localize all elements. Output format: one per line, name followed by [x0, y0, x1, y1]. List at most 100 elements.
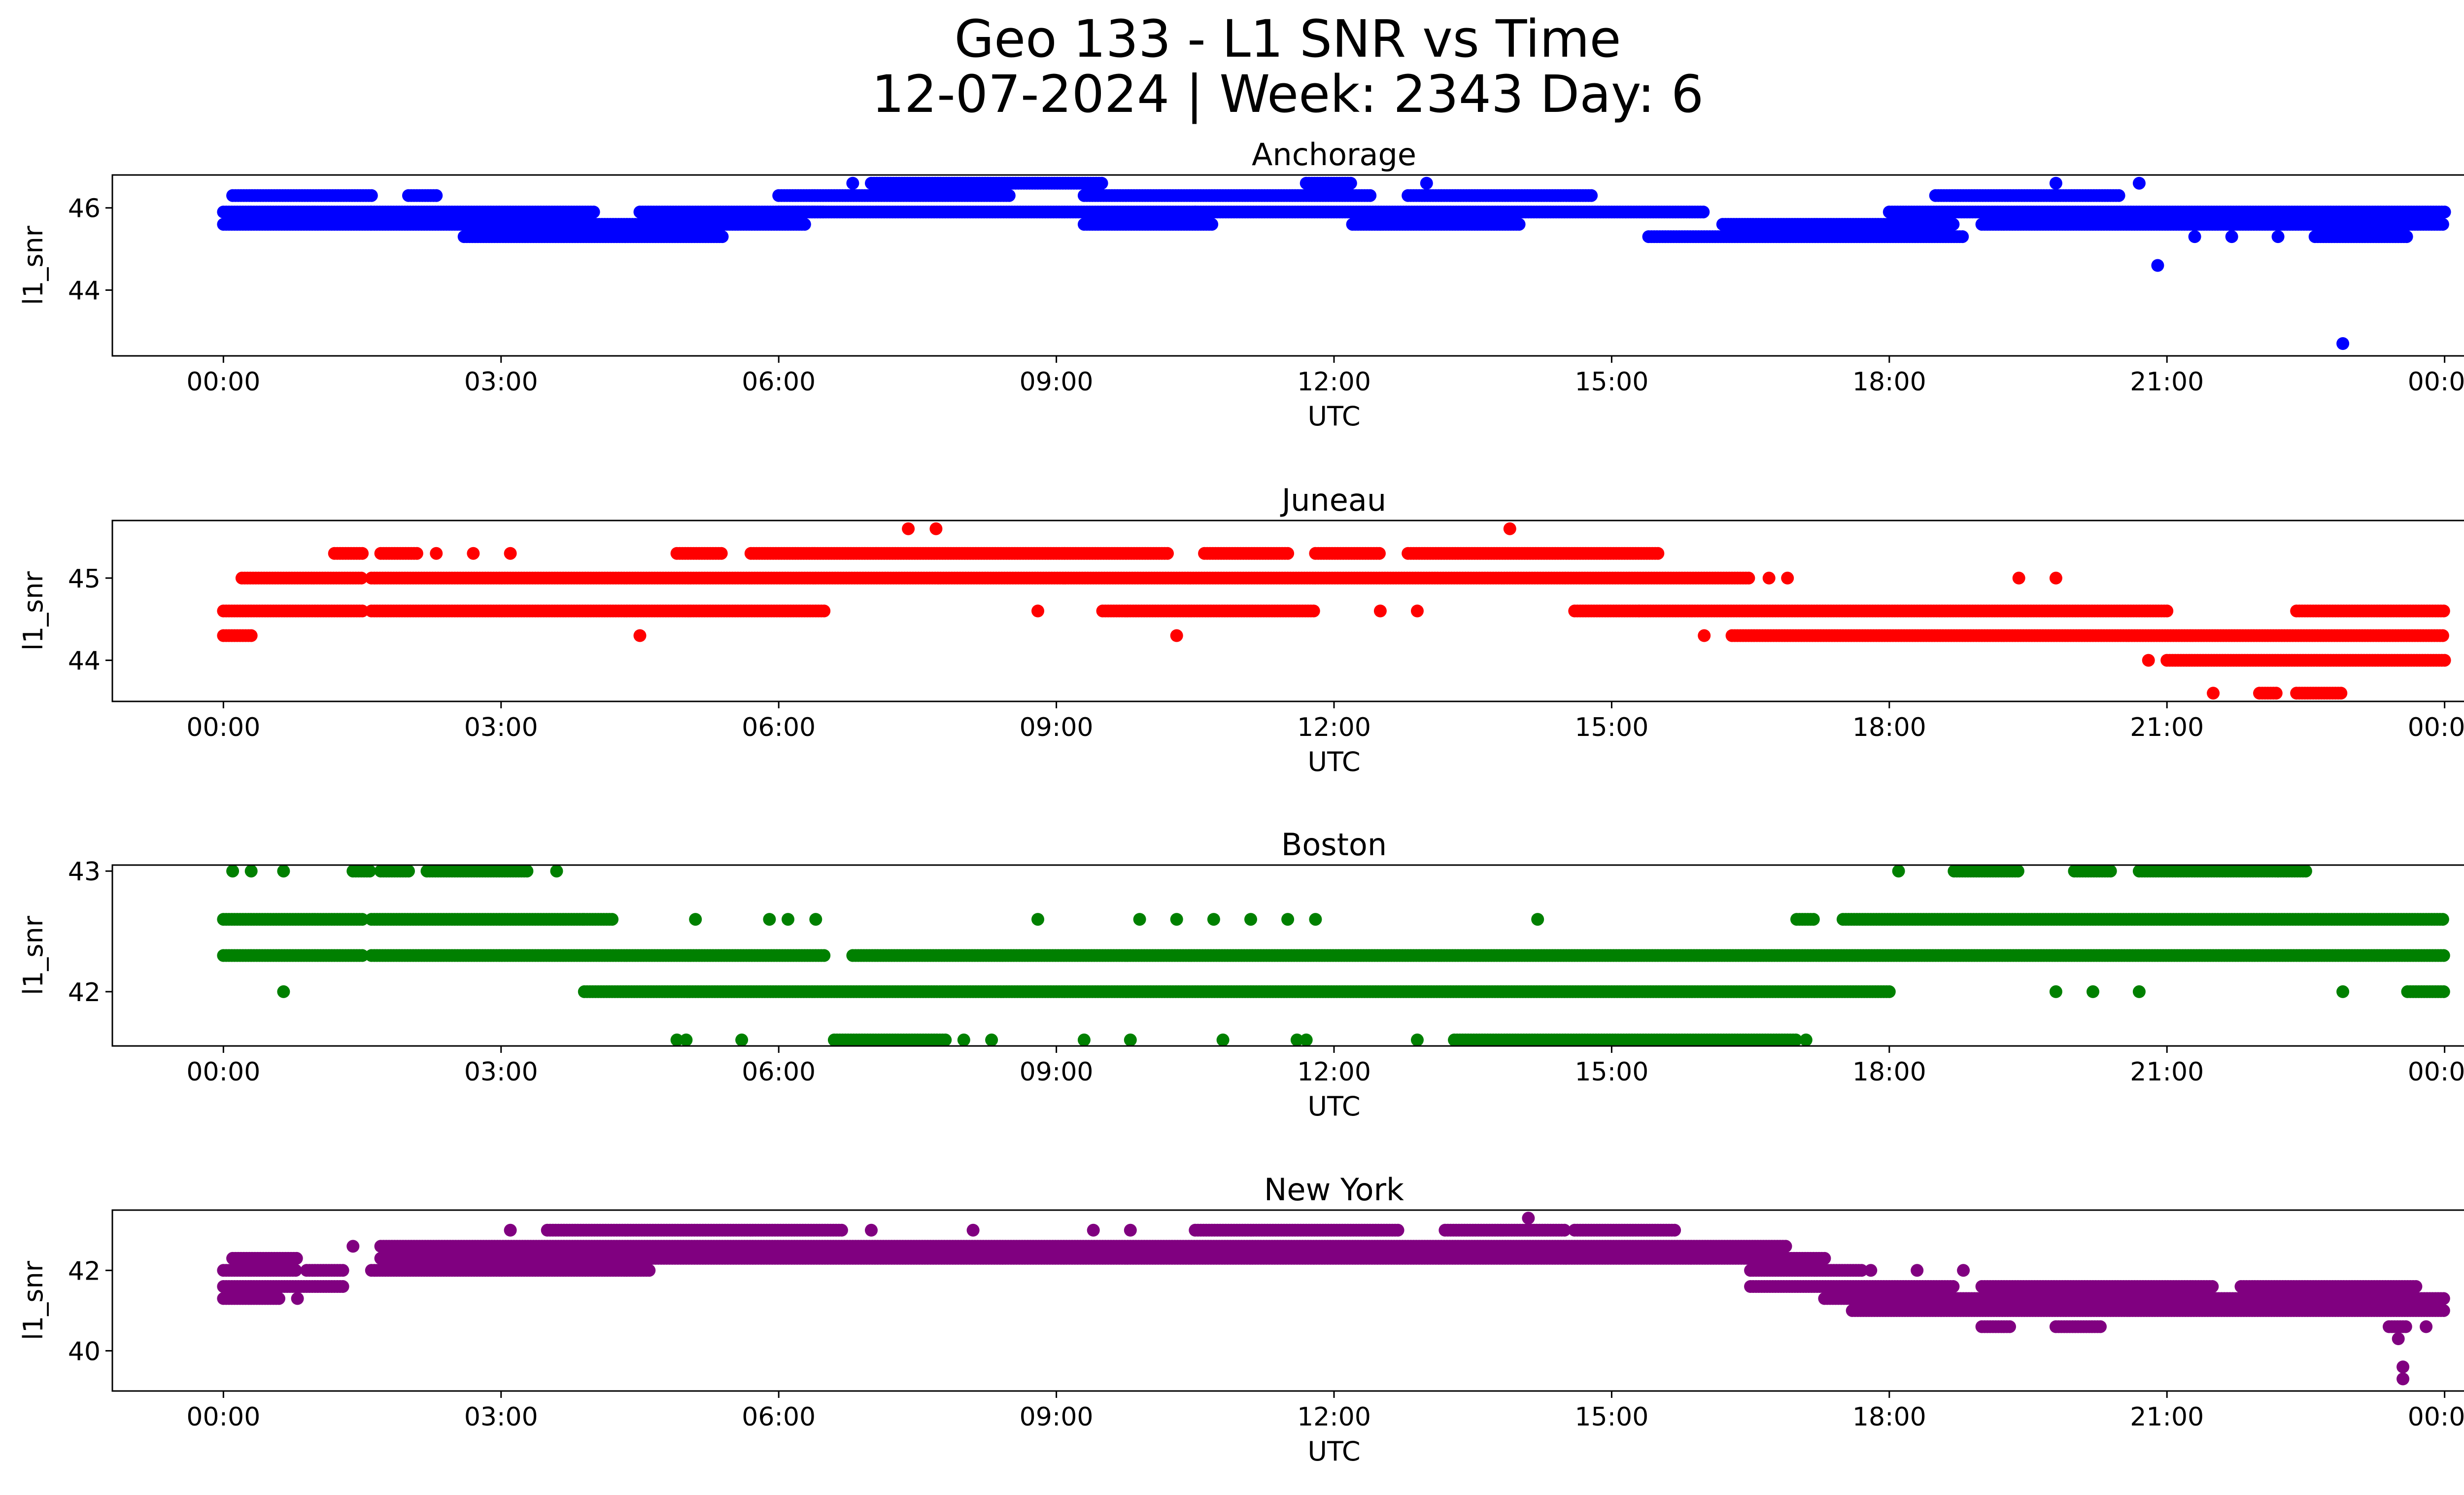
- x-tick-label-juneau-6: 18:00: [1852, 713, 1926, 742]
- point-anchorage-outlier-5: [2336, 337, 2350, 350]
- y-tick-label-anchorage-1: 46: [68, 194, 101, 224]
- point-anchorage-l1-s1: [587, 206, 600, 219]
- x-tick-label-anchorage-8: 00:00: [2408, 367, 2464, 397]
- series-juneau: [217, 522, 2451, 700]
- point-boston-l0-s3: [2011, 865, 2024, 878]
- point-boston-l0-s0: [363, 865, 376, 878]
- point-juneau-outlier-14: [2207, 687, 2220, 700]
- point-boston-l2-s0: [356, 949, 369, 962]
- point-juneau-outlier-7: [1411, 604, 1424, 618]
- point-anchorage-outlier-8: [2225, 230, 2238, 243]
- x-tick-label-juneau-4: 12:00: [1297, 713, 1371, 742]
- x-tick-label-juneau-3: 09:00: [1020, 713, 1094, 742]
- figure-title-line1: Geo 133 - L1 SNR vs Time: [954, 9, 1621, 69]
- y-axis-label-anchorage: l1_snr: [18, 225, 49, 305]
- point-juneau-l3-s1: [2436, 629, 2449, 642]
- point-boston-l1-s3: [1807, 913, 1820, 926]
- y-tick-label-anchorage-0: 44: [68, 277, 101, 306]
- point-anchorage-l0-s1: [430, 189, 443, 202]
- point-juneau-outlier-9: [1781, 571, 1794, 585]
- x-tick-label-anchorage-4: 12:00: [1297, 367, 1371, 397]
- x-tick-label-anchorage-0: 00:00: [186, 367, 260, 397]
- point-juneau-outlier-10: [2012, 571, 2025, 585]
- point-juneau-l0-s2: [715, 547, 728, 560]
- point-juneau-l2-s0: [356, 604, 369, 618]
- point-juneau-outlier-13: [2142, 654, 2155, 667]
- point-anchorage-outlier-1: [1420, 176, 1433, 190]
- point-juneau-l5-s0: [2269, 687, 2283, 700]
- figure-title-line2: 12-07-2024 | Week: 2343 Day: 6: [871, 64, 1704, 124]
- point-anchorage-outlier-2: [2049, 176, 2062, 190]
- point-anchorage-outlier-6: [1373, 218, 1387, 231]
- point-boston-l0-s2: [520, 865, 534, 878]
- point-juneau-l0-s3: [1161, 547, 1174, 560]
- point-boston-l0-s1: [402, 865, 415, 878]
- point-juneau-l1-s0: [355, 571, 368, 585]
- x-tick-label-anchorage-5: 15:00: [1574, 367, 1648, 397]
- x-tick-label-juneau-2: 06:00: [742, 713, 816, 742]
- x-axis-label-anchorage: UTC: [1307, 401, 1360, 432]
- x-axis-label-juneau: UTC: [1307, 746, 1360, 777]
- point-anchorage-l1-s4: [1697, 206, 1710, 219]
- series-boston: [217, 865, 2450, 1046]
- point-juneau-outlier-15: [430, 547, 443, 560]
- point-juneau-outlier-5: [1031, 604, 1044, 618]
- point-juneau-outlier-12: [1698, 629, 1711, 642]
- point-anchorage-l3-s2: [2400, 230, 2413, 243]
- point-juneau-l0-s1: [410, 547, 423, 560]
- y-axis-label-juneau: l1_snr: [18, 571, 49, 651]
- point-anchorage-l0-s3: [1364, 189, 1377, 202]
- point-juneau-outlier-6: [1373, 604, 1387, 618]
- point-juneau-l3-s0: [244, 629, 258, 642]
- x-tick-label-anchorage-6: 18:00: [1852, 367, 1926, 397]
- point-juneau-outlier-3: [633, 629, 647, 642]
- y-tick-label-juneau-1: 45: [68, 564, 101, 594]
- point-boston-l0-s6: [2299, 865, 2312, 878]
- point-anchorage-l2-s3: [1512, 218, 1526, 231]
- point-boston-l1-s2: [606, 913, 619, 926]
- point-juneau-outlier-4: [1170, 629, 1183, 642]
- series-anchorage: [217, 176, 2451, 350]
- point-anchorage-l0-s0: [365, 189, 378, 202]
- point-anchorage-l0-s5: [2112, 189, 2125, 202]
- point-juneau-outlier-16: [467, 547, 480, 560]
- point-anchorage-outlier-3: [2132, 176, 2146, 190]
- point-anchorage-l2-s5: [2436, 218, 2449, 231]
- point-boston-l1-s4: [2436, 913, 2449, 926]
- point-juneau-outlier-0: [902, 522, 915, 535]
- point-anchorage-l0-s4: [1585, 189, 1598, 202]
- point-juneau-outlier-1: [929, 522, 943, 535]
- point-boston-l0-s4: [2104, 865, 2117, 878]
- point-juneau-l0-s5: [1373, 547, 1386, 560]
- point-anchorage-l1-s5: [2438, 206, 2451, 219]
- x-tick-label-anchorage-3: 09:00: [1020, 367, 1094, 397]
- point-juneau-l0-s6: [1651, 547, 1665, 560]
- point-juneau-l0-s0: [356, 547, 369, 560]
- point-anchorage-outlier-7: [2188, 230, 2201, 243]
- point-juneau-l0-s4: [1281, 547, 1295, 560]
- x-tick-label-juneau-0: 00:00: [186, 713, 260, 742]
- point-anchorage-l0-s2: [1002, 189, 1016, 202]
- point-anchorage-l4-s1: [1344, 176, 1357, 190]
- point-anchorage-outlier-4: [2151, 259, 2164, 272]
- point-juneau-l5-s1: [2334, 687, 2348, 700]
- point-juneau-l2-s1: [818, 604, 831, 618]
- axes-frame-anchorage: [111, 174, 2464, 357]
- chart-title-juneau: Juneau: [1280, 482, 1386, 518]
- x-tick-label-anchorage-2: 06:00: [742, 367, 816, 397]
- x-tick-label-juneau-1: 03:00: [464, 713, 538, 742]
- x-tick-label-juneau-5: 15:00: [1574, 713, 1648, 742]
- chart-title-anchorage: Anchorage: [1252, 137, 1416, 173]
- point-juneau-l2-s4: [2160, 604, 2174, 618]
- point-juneau-outlier-2: [1503, 522, 1516, 535]
- point-juneau-l4-s0: [2438, 654, 2451, 667]
- point-juneau-l2-s2: [1307, 604, 1320, 618]
- point-anchorage-l2-s2: [1205, 218, 1219, 231]
- point-anchorage-outlier-9: [2271, 230, 2285, 243]
- point-juneau-l2-s5: [2437, 604, 2450, 618]
- point-anchorage-l4-s0: [1095, 176, 1108, 190]
- point-juneau-outlier-8: [1762, 571, 1776, 585]
